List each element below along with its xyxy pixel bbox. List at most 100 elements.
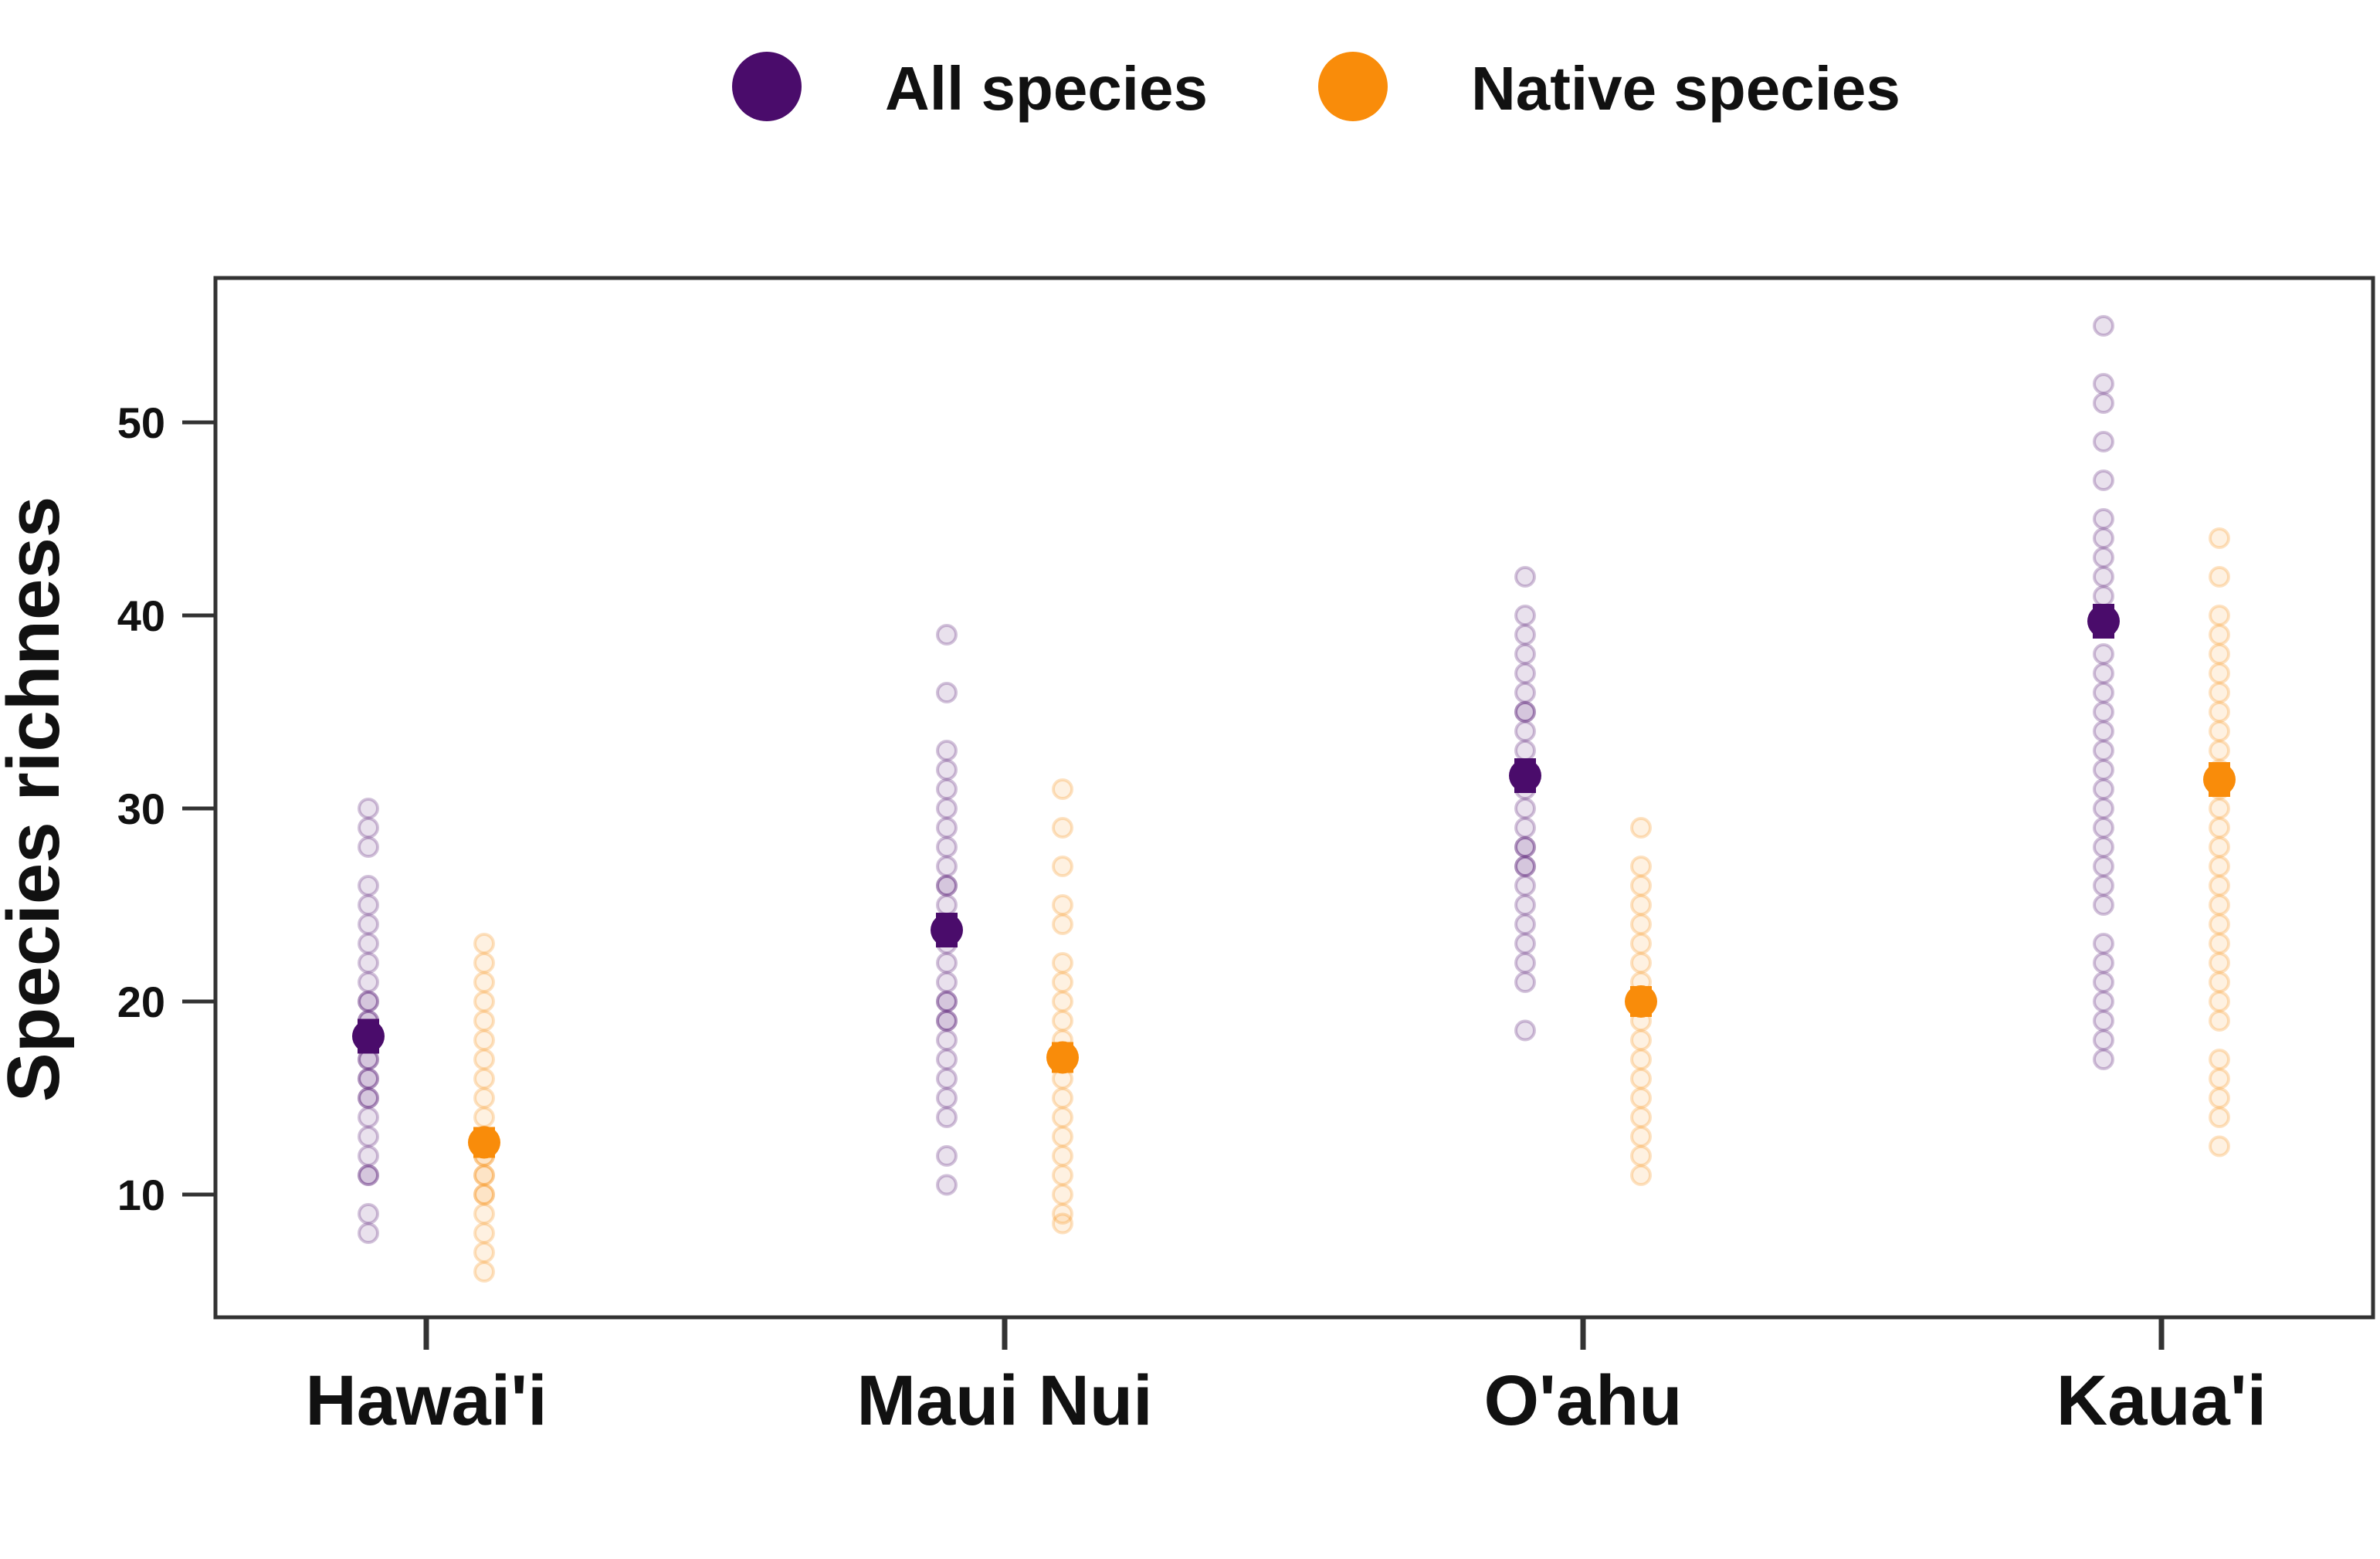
data-point	[936, 1087, 958, 1109]
data-point	[936, 817, 958, 839]
data-point	[2209, 817, 2230, 839]
data-point	[2209, 971, 2230, 993]
data-point	[1052, 1184, 1073, 1205]
y-tick-label: 30	[117, 785, 165, 833]
data-point	[2209, 952, 2230, 974]
data-point	[1052, 1107, 1073, 1128]
data-points	[358, 315, 2230, 1283]
data-point	[2093, 431, 2114, 452]
data-point	[936, 798, 958, 819]
data-point	[1630, 1126, 1652, 1147]
data-point	[1630, 894, 1652, 916]
data-point	[358, 1087, 379, 1109]
data-point	[936, 1107, 958, 1128]
data-point	[2093, 894, 2114, 916]
data-point	[936, 759, 958, 781]
data-point	[1514, 952, 1536, 974]
data-point	[1514, 836, 1536, 858]
y-axis: 10 20 30 40 50	[117, 398, 215, 1219]
data-point	[2209, 1068, 2230, 1090]
mean-marker	[468, 1126, 500, 1159]
data-point	[936, 624, 958, 646]
x-tick-label: Maui Nui	[856, 1361, 1152, 1440]
mean-marker	[352, 1020, 385, 1052]
y-tick-label: 50	[117, 398, 165, 447]
data-point	[2093, 547, 2114, 568]
data-point	[1514, 817, 1536, 839]
data-point	[936, 971, 958, 993]
data-point	[1514, 663, 1536, 684]
data-point	[1514, 720, 1536, 742]
data-point	[358, 836, 379, 858]
data-point	[473, 1242, 495, 1263]
data-point	[1514, 875, 1536, 896]
data-point	[1630, 817, 1652, 839]
data-point	[936, 856, 958, 877]
data-point	[473, 1222, 495, 1244]
data-point	[358, 1126, 379, 1147]
x-tick-label: Hawai'i	[305, 1361, 547, 1440]
data-point	[2093, 991, 2114, 1012]
data-point	[358, 798, 379, 819]
data-point	[473, 1184, 495, 1205]
data-point	[2093, 817, 2114, 839]
data-point	[2093, 759, 2114, 781]
data-point	[2209, 933, 2230, 954]
data-point	[473, 1029, 495, 1051]
data-point	[936, 1010, 958, 1032]
data-point	[358, 1107, 379, 1128]
data-point	[473, 1164, 495, 1186]
data-point	[2209, 913, 2230, 935]
data-point	[1052, 894, 1073, 916]
data-point	[1514, 836, 1536, 858]
data-point	[473, 1010, 495, 1032]
legend-label-all-species: All species	[885, 54, 1208, 123]
data-point	[936, 682, 958, 703]
data-point	[2093, 469, 2114, 491]
y-tick-label: 20	[117, 978, 165, 1026]
data-point	[2093, 527, 2114, 549]
data-point	[1052, 1126, 1073, 1147]
data-point	[358, 1222, 379, 1244]
data-point	[2093, 933, 2114, 954]
data-point	[1514, 856, 1536, 877]
data-point	[936, 1174, 958, 1196]
data-point	[1052, 817, 1073, 839]
data-point	[1052, 913, 1073, 935]
data-point	[2093, 1029, 2114, 1051]
mean-marker	[2087, 605, 2120, 638]
data-point	[1630, 1145, 1652, 1167]
data-point	[2093, 720, 2114, 742]
data-point	[2209, 836, 2230, 858]
data-point	[1514, 856, 1536, 877]
data-point	[2093, 643, 2114, 665]
data-point	[2093, 1010, 2114, 1032]
data-point	[936, 836, 958, 858]
data-point	[358, 991, 379, 1012]
mean-marker	[931, 913, 963, 947]
data-point	[2209, 720, 2230, 742]
data-point	[2209, 701, 2230, 723]
data-point	[1630, 856, 1652, 877]
data-point	[2093, 373, 2114, 395]
data-point	[1514, 913, 1536, 935]
data-point	[473, 1068, 495, 1090]
data-point	[2209, 991, 2230, 1012]
data-point	[473, 1203, 495, 1225]
data-point	[1052, 1010, 1073, 1032]
data-point	[358, 1164, 379, 1186]
data-point	[2093, 778, 2114, 800]
data-point	[1052, 1164, 1073, 1186]
data-point	[1630, 1107, 1652, 1128]
data-point	[2209, 1087, 2230, 1109]
data-point	[936, 991, 958, 1012]
data-point	[1514, 682, 1536, 703]
plot-frame	[213, 276, 2375, 1320]
data-point	[936, 1068, 958, 1090]
data-point	[2093, 508, 2114, 530]
data-point	[473, 1107, 495, 1128]
data-point	[2093, 952, 2114, 974]
data-point	[473, 1164, 495, 1186]
data-point	[936, 1029, 958, 1051]
data-point	[1630, 913, 1652, 935]
